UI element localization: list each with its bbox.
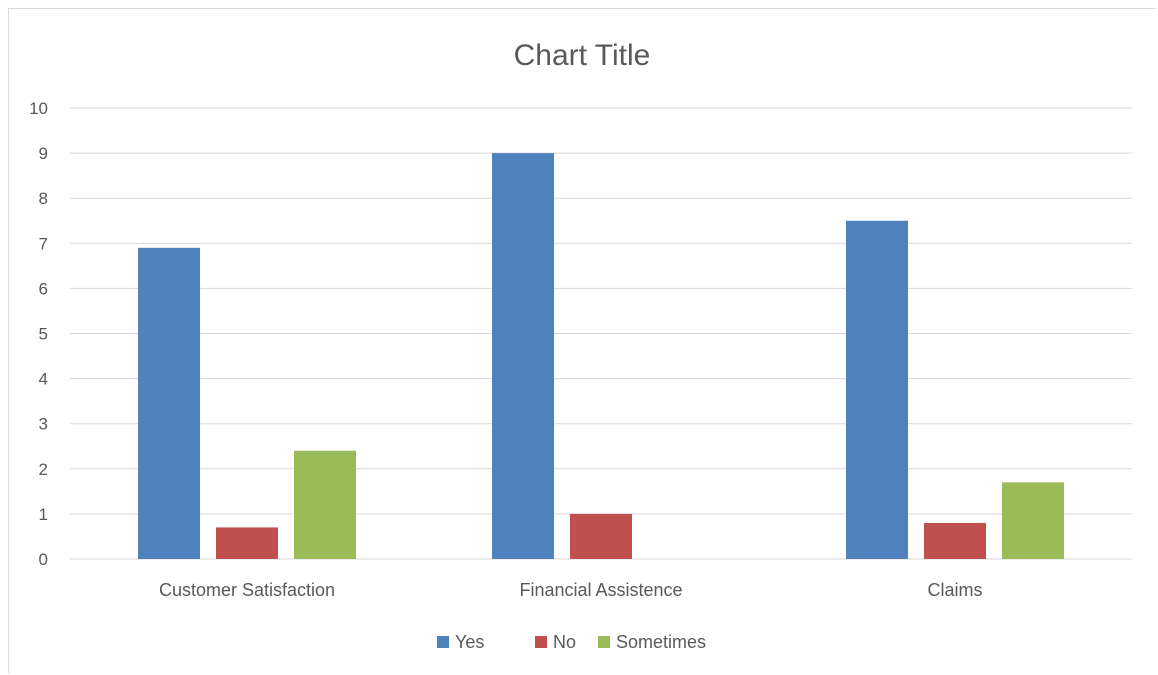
legend-swatch-sometimes	[598, 636, 610, 648]
chart-frame	[8, 8, 1156, 673]
y-axis-tick-labels: 0 1 2 3 4 5 6 7 8 9 10	[29, 99, 48, 569]
y-tick-label-8: 8	[39, 189, 48, 208]
x-axis-category-labels: Customer Satisfaction Financial Assistenc…	[159, 580, 983, 600]
category-label-0: Customer Satisfaction	[159, 580, 335, 600]
legend: Yes No Sometimes	[437, 632, 706, 652]
y-tick-label-0: 0	[39, 550, 48, 569]
chart-title: Chart Title	[514, 39, 651, 72]
y-tick-label-5: 5	[39, 325, 48, 344]
bar-no-2	[924, 522, 986, 559]
gridlines	[70, 107, 1132, 560]
bar-no-0	[216, 527, 278, 559]
bar-yes-1	[492, 153, 554, 559]
legend-swatch-no	[535, 636, 547, 648]
y-tick-label-1: 1	[39, 505, 48, 524]
legend-label-sometimes: Sometimes	[616, 632, 706, 652]
bar-yes-0	[138, 247, 200, 559]
bar-yes-2	[846, 220, 908, 559]
bar-sometimes-2	[1002, 482, 1064, 559]
y-tick-label-9: 9	[39, 144, 48, 163]
legend-swatch-yes	[437, 636, 449, 648]
y-tick-label-3: 3	[39, 415, 48, 434]
bar-no-1	[570, 513, 632, 559]
y-tick-label-4: 4	[39, 370, 48, 389]
bars	[138, 153, 1064, 559]
y-tick-label-6: 6	[39, 279, 48, 298]
legend-label-yes: Yes	[455, 632, 484, 652]
y-tick-label-2: 2	[39, 460, 48, 479]
category-label-1: Financial Assistence	[519, 580, 682, 600]
legend-label-no: No	[553, 632, 576, 652]
y-tick-label-7: 7	[39, 234, 48, 253]
y-tick-label-10: 10	[29, 99, 48, 118]
category-label-2: Claims	[927, 580, 982, 600]
bar-sometimes-0	[294, 450, 356, 559]
